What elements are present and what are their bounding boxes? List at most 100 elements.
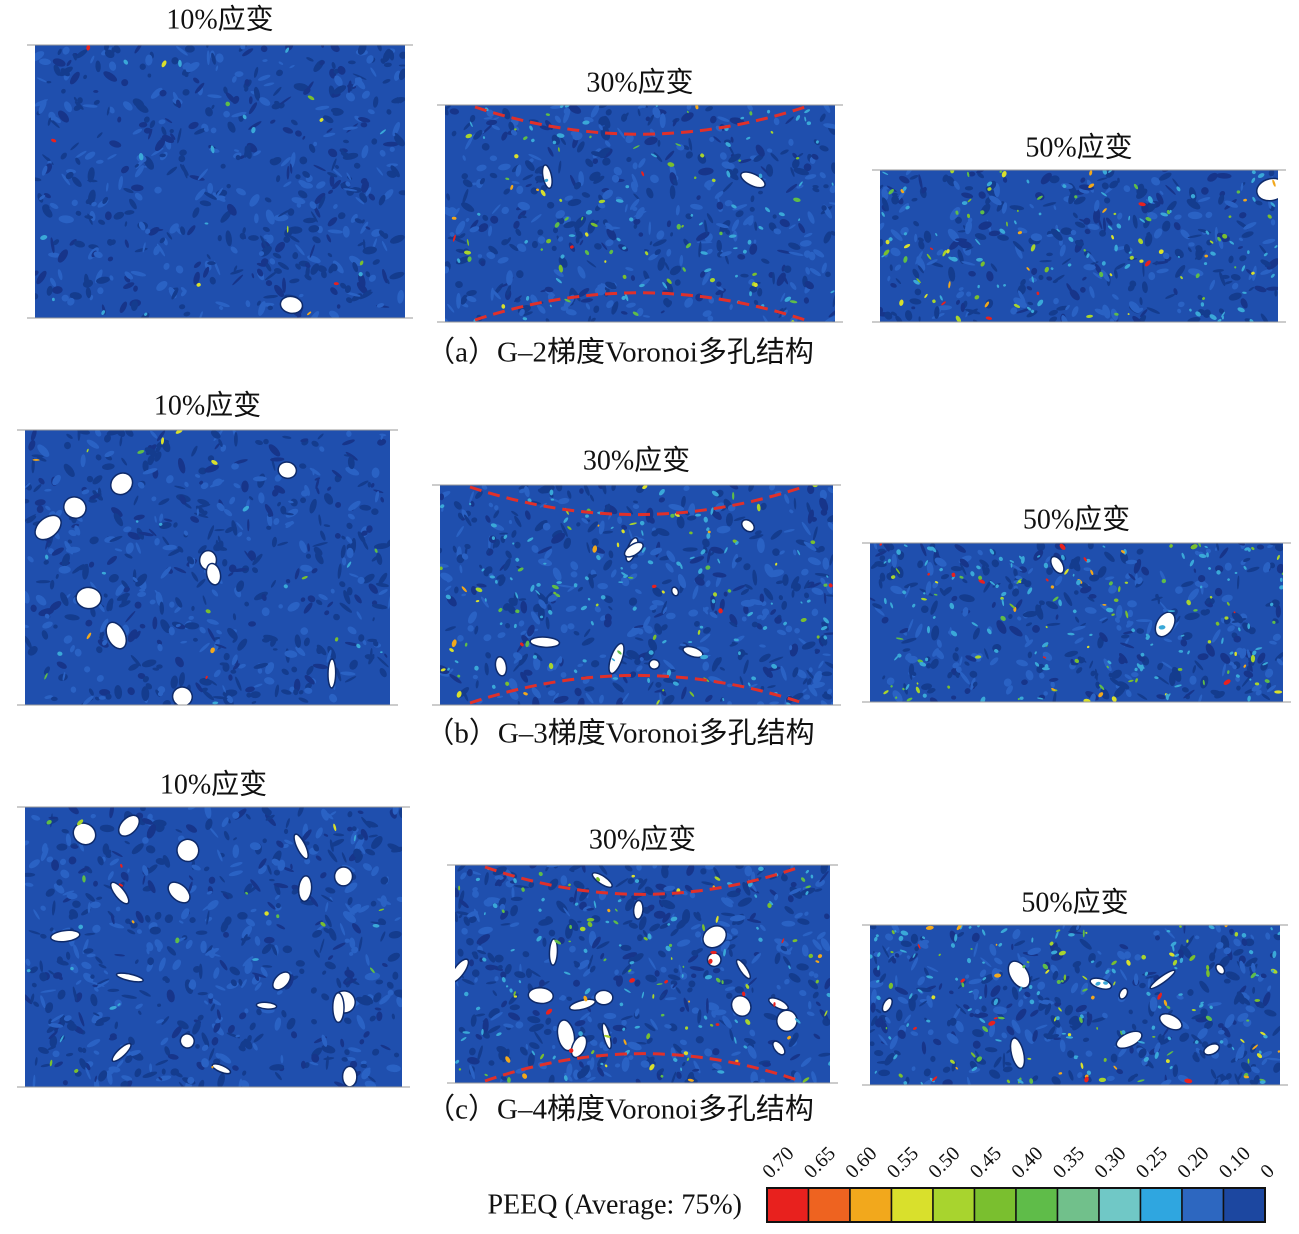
- strut: [282, 945, 293, 954]
- strut: [1104, 551, 1115, 562]
- strut: [494, 976, 499, 982]
- strut: [367, 824, 377, 828]
- strut: [41, 630, 49, 640]
- strain-spot: [242, 505, 250, 512]
- strut: [226, 183, 231, 189]
- strain-spot: [617, 899, 622, 903]
- strut: [49, 600, 62, 611]
- strain-spot: [1209, 240, 1214, 244]
- strut: [337, 563, 342, 579]
- strut: [1163, 252, 1170, 260]
- strut: [1104, 197, 1111, 204]
- strut: [63, 463, 75, 477]
- strut: [991, 559, 999, 568]
- strut: [778, 595, 784, 601]
- strut: [1146, 307, 1160, 314]
- strut: [312, 542, 328, 547]
- strain-spot: [805, 869, 809, 874]
- strut: [558, 497, 570, 505]
- strain-spot: [123, 59, 129, 65]
- strut: [798, 223, 806, 234]
- strain-spot: [622, 274, 627, 280]
- strut: [1224, 200, 1239, 208]
- strut: [649, 923, 661, 932]
- strut: [161, 1016, 170, 1025]
- strain-spot: [1276, 554, 1280, 561]
- strain-spot: [1086, 314, 1093, 318]
- strut: [142, 865, 149, 876]
- strain-spot: [515, 592, 519, 599]
- strut: [918, 240, 925, 250]
- strain-spot: [617, 650, 622, 655]
- strut: [85, 893, 95, 902]
- strain-spot: [1189, 308, 1192, 312]
- strut: [238, 663, 246, 669]
- strut: [953, 180, 960, 190]
- strut: [577, 266, 586, 279]
- strut: [1042, 651, 1053, 661]
- strut: [754, 530, 762, 535]
- strut: [893, 1050, 901, 1056]
- strain-spot: [802, 1077, 810, 1083]
- strut: [578, 1061, 584, 1068]
- strut: [365, 271, 371, 278]
- strut: [393, 989, 402, 998]
- strut: [172, 959, 182, 970]
- strut: [1266, 258, 1278, 270]
- strut: [233, 149, 240, 152]
- strain-spot: [545, 113, 550, 116]
- strain-spot: [1136, 663, 1141, 669]
- strut: [1101, 269, 1110, 282]
- strain-spot: [800, 617, 807, 623]
- strut: [156, 280, 168, 291]
- strain-spot: [806, 599, 811, 603]
- strut: [579, 1012, 591, 1021]
- strut: [617, 127, 626, 139]
- strut: [299, 968, 305, 974]
- strut: [306, 57, 314, 62]
- strain-spot: [548, 662, 554, 670]
- strain-spot: [549, 489, 554, 496]
- neck-curve: [484, 1052, 801, 1083]
- strain-spot: [890, 685, 893, 688]
- strut: [802, 678, 808, 685]
- strut: [554, 115, 562, 123]
- strut: [1133, 558, 1142, 574]
- strut: [80, 454, 86, 468]
- strut: [701, 881, 715, 886]
- strain-spot: [445, 594, 451, 600]
- strut: [1212, 269, 1225, 273]
- strut: [341, 535, 346, 540]
- strut: [202, 510, 208, 516]
- strut: [200, 482, 209, 490]
- strut: [513, 220, 520, 229]
- strut: [1218, 308, 1225, 315]
- strut: [1080, 982, 1089, 995]
- strut: [576, 141, 585, 153]
- strut: [808, 251, 816, 261]
- strain-spot: [778, 212, 785, 217]
- strut: [1020, 278, 1026, 287]
- strut: [921, 605, 929, 614]
- strain-spot: [668, 943, 673, 947]
- strut: [373, 992, 382, 1003]
- strut: [303, 217, 317, 224]
- strut: [331, 158, 337, 171]
- strain-spot: [1067, 632, 1075, 636]
- strut: [175, 656, 184, 668]
- strain-spot: [1117, 586, 1121, 593]
- strain-spot: [704, 974, 713, 980]
- strut: [230, 979, 237, 987]
- strain-spot: [1270, 602, 1274, 607]
- strut: [155, 1019, 165, 1024]
- pore: [648, 658, 661, 670]
- strut: [353, 162, 361, 169]
- pore: [117, 814, 141, 837]
- strain-spot: [475, 587, 483, 593]
- strut: [449, 232, 455, 237]
- strut: [69, 239, 77, 246]
- strut: [485, 981, 497, 985]
- strain-spot: [469, 502, 472, 506]
- strut: [96, 1016, 111, 1024]
- strain-spot: [1111, 235, 1114, 240]
